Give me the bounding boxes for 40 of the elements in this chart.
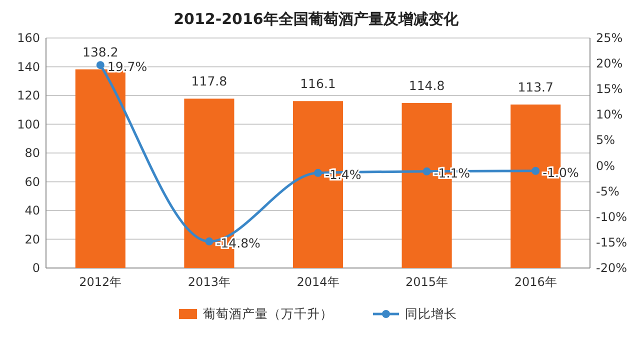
chart-title: 2012-2016年全国葡萄酒产量及增减变化 — [174, 10, 460, 28]
data-label: 114.8 — [408, 78, 445, 93]
y2-tick-label: -5% — [596, 184, 620, 198]
y-tick-label: 0 — [32, 261, 40, 275]
x-tick-label: 2013年 — [188, 275, 230, 289]
point — [422, 167, 431, 176]
x-tick-label: 2015年 — [406, 275, 448, 289]
data-label: 116.1 — [300, 76, 336, 92]
data-label: 117.8 — [191, 74, 228, 89]
y2-tick-label: 0% — [596, 158, 616, 173]
y-tick-label: 140 — [17, 60, 40, 74]
data-label: 113.7 — [518, 80, 554, 95]
point — [314, 168, 322, 177]
data-label: 19.7% — [107, 59, 148, 74]
point — [96, 61, 104, 70]
y2-tick-label: 25% — [596, 31, 623, 45]
data-label: -1.1% — [434, 165, 470, 180]
y2-tick-label: -10% — [596, 210, 628, 224]
y2-tick-label: 20% — [596, 56, 623, 71]
y-tick-label: 100 — [17, 117, 40, 132]
y-tick-label: 60 — [24, 174, 40, 189]
legend-label: 葡萄酒产量（万千升） — [203, 306, 333, 321]
y2-tick-label: -15% — [596, 235, 628, 250]
y-tick-label: 120 — [17, 88, 40, 102]
legend-label: 同比增长 — [405, 306, 457, 321]
y-tick-label: 160 — [17, 31, 40, 45]
point — [205, 237, 214, 246]
y2-tick-label: 10% — [596, 108, 623, 122]
x-tick-label: 2012年 — [79, 275, 122, 289]
y2-tick-label: 15% — [596, 82, 623, 96]
x-tick-label: 2016年 — [514, 275, 557, 289]
y-tick-label: 40 — [24, 204, 40, 218]
y-tick-label: 20 — [24, 232, 40, 246]
data-label: 138.2 — [82, 44, 118, 60]
y-tick-label: 80 — [24, 146, 40, 160]
y2-tick-label: 5% — [596, 133, 616, 148]
data-label: -1.4% — [325, 166, 362, 182]
x-tick-label: 2014年 — [296, 275, 340, 289]
y2-tick-label: -20% — [596, 261, 628, 275]
point — [532, 166, 540, 175]
